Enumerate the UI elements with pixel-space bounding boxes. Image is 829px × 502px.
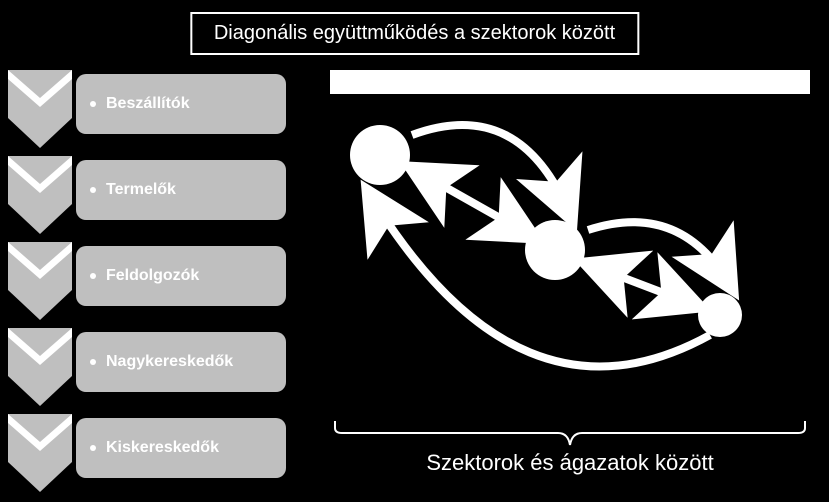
chevron-label: Beszállítók <box>106 95 190 113</box>
curly-bracket-icon <box>330 418 810 448</box>
chevron-item: Nagykereskedők <box>0 328 300 406</box>
chevron-label: Nagykereskedők <box>106 353 233 371</box>
arrow-curve-long <box>370 195 710 367</box>
chevron-label-box: Termelők <box>76 160 286 220</box>
node-circle <box>525 220 585 280</box>
chevron-down-icon <box>8 414 72 492</box>
bullet-icon <box>90 359 96 365</box>
page-title: Diagonális együttműködés a szektorok köz… <box>190 12 639 55</box>
arrow-double <box>590 265 695 305</box>
chevron-label-box: Beszállítók <box>76 74 286 134</box>
arrow-curve <box>412 125 570 215</box>
chevron-label: Termelők <box>106 181 176 199</box>
chevron-label-box: Nagykereskedők <box>76 332 286 392</box>
chevron-item: Feldolgozók <box>0 242 300 320</box>
chevron-item: Beszállítók <box>0 70 300 148</box>
network-diagram <box>320 100 820 410</box>
bullet-icon <box>90 187 96 193</box>
bullet-icon <box>90 445 96 451</box>
chevron-label: Feldolgozók <box>106 267 199 285</box>
node-circle <box>698 293 742 337</box>
node-circle <box>350 125 410 185</box>
chevron-down-icon <box>8 70 72 148</box>
chevron-label-box: Kiskereskedők <box>76 418 286 478</box>
bullet-icon <box>90 101 96 107</box>
chevron-down-icon <box>8 328 72 406</box>
chevron-down-icon <box>8 242 72 320</box>
chevron-label-box: Feldolgozók <box>76 246 286 306</box>
chevron-list: Beszállítók Termelők Feldolgozók Nagyker… <box>0 70 300 500</box>
chevron-label: Kiskereskedők <box>106 439 219 457</box>
chevron-item: Termelők <box>0 156 300 234</box>
top-white-bar <box>330 70 810 94</box>
chevron-item: Kiskereskedők <box>0 414 300 492</box>
bottom-label: Szektorok és ágazatok között <box>330 450 810 476</box>
bullet-icon <box>90 273 96 279</box>
diagram-svg <box>320 100 820 410</box>
chevron-down-icon <box>8 156 72 234</box>
arrow-double <box>415 170 530 235</box>
